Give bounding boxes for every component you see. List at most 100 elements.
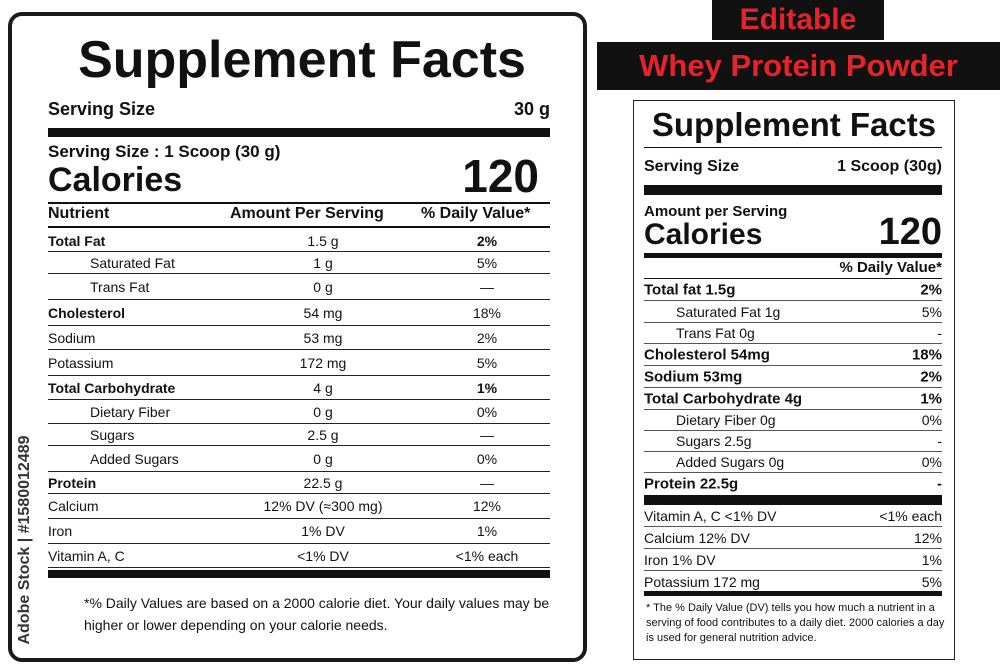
nutrient-daily-value: 18%: [911, 346, 942, 363]
vitamin-daily-value: 5%: [921, 573, 942, 590]
label-title: Supplement Facts: [78, 31, 526, 89]
table-row: Calcium 12% DV (≈300 mg) 12%: [48, 494, 550, 519]
table-row: Sugars 2.5 g —: [48, 424, 550, 446]
table-row: Added Sugars 0 g 0%: [48, 446, 550, 472]
banner-product-name: Whey Protein Powder: [597, 42, 1000, 90]
calories-value: 120: [878, 211, 942, 253]
list-item: Sugars 2.5g -: [644, 431, 942, 452]
table-row: Dietary Fiber 0 g 0%: [48, 400, 550, 424]
table-row: Total Carbohydrate 4 g 1%: [48, 376, 550, 400]
vitamin-daily-value: <1% each: [879, 507, 942, 524]
daily-value-header: % Daily Value*: [839, 259, 942, 276]
list-item: Dietary Fiber 0g 0%: [644, 410, 942, 431]
nutrient-name: Saturated Fat 1g: [676, 303, 781, 320]
header-nutrient: Nutrient: [48, 205, 110, 222]
nutrient-list: Total fat 1.5g 2% Saturated Fat 1g 5% Trans …: [644, 279, 942, 495]
banner-editable: Editable: [712, 0, 884, 40]
nutrient-amount: 12% DV (≈300 mg): [263, 498, 383, 514]
nutrient-daily-value: 5%: [921, 303, 942, 320]
list-item: Total fat 1.5g 2%: [644, 279, 942, 301]
table-row: Total Fat 1.5 g 2%: [48, 230, 550, 252]
nutrient-amount: 2.5 g: [307, 426, 339, 443]
nutrient-daily-value: 0%: [921, 454, 942, 470]
nutrient-daily-value: 1%: [476, 523, 498, 539]
calories-label: Calories: [644, 218, 763, 251]
nutrient-daily-value: 2%: [476, 329, 498, 346]
serving-size-value: 1 Scoop (30g): [837, 158, 942, 175]
nutrient-daily-value: 12%: [472, 498, 502, 514]
thick-divider: [644, 495, 942, 505]
nutrient-name: Sodium: [48, 329, 96, 346]
nutrient-daily-value: —: [480, 278, 494, 295]
nutrient-name: Cholesterol 54mg: [644, 346, 770, 363]
nutrient-table-header: Nutrient Amount Per Serving % Daily Valu…: [48, 202, 550, 228]
nutrient-daily-value: 5%: [476, 354, 498, 371]
nutrient-name: Total Carbohydrate: [48, 379, 176, 396]
nutrient-amount: 0 g: [313, 450, 333, 467]
nutrient-daily-value: 1%: [476, 379, 498, 396]
list-item: Cholesterol 54mg 18%: [644, 344, 942, 366]
nutrient-name: Protein 22.5g: [644, 475, 739, 493]
vitamin-list: Vitamin A, C <1% DV <1% each Calcium 12% D…: [644, 505, 942, 593]
nutrient-daily-value: 0%: [921, 412, 942, 428]
nutrient-name: Dietary Fiber 0g: [676, 412, 776, 428]
footnote: *% Daily Values are based on a 2000 calo…: [84, 595, 550, 633]
header-dv: % Daily Value*: [421, 205, 531, 222]
vitamin-name: Iron 1% DV: [644, 551, 716, 568]
table-row: Iron 1% DV 1%: [48, 519, 550, 544]
nutrient-name: Vitamin A, C: [48, 547, 125, 564]
nutrient-name: Sugars 2.5g: [676, 433, 752, 449]
nutrient-name: Sodium 53mg: [644, 368, 743, 385]
nutrient-table: Total Fat 1.5 g 2% Saturated Fat 1 g 5% Trans …: [48, 230, 550, 568]
nutrient-daily-value: 0%: [476, 403, 498, 420]
nutrient-name: Saturated Fat: [90, 254, 175, 271]
nutrient-amount: 53 mg: [303, 329, 343, 346]
divider: [644, 147, 942, 148]
vitamin-name: Potassium 172 mg: [644, 573, 760, 590]
divider: [644, 278, 942, 279]
thick-divider: [644, 185, 942, 195]
serving-size-label: Serving Size: [48, 98, 156, 119]
calories-label: Calories: [48, 161, 183, 199]
thick-divider: [48, 128, 550, 137]
list-item: Potassium 172 mg 5%: [644, 571, 942, 593]
nutrient-daily-value: 5%: [476, 254, 498, 271]
nutrient-name: Cholesterol: [48, 304, 126, 321]
table-row: Cholesterol 54 mg 18%: [48, 300, 550, 326]
table-row: Sodium 53 mg 2%: [48, 326, 550, 350]
nutrient-amount: 172 mg: [299, 354, 347, 371]
nutrient-amount: 0 g: [313, 403, 333, 420]
supplement-facts-label-large: Supplement Facts Serving Size 30 g Servi…: [8, 12, 587, 662]
vitamin-name: Calcium 12% DV: [644, 529, 750, 546]
list-item: Calcium 12% DV 12%: [644, 527, 942, 549]
watermark-text: Adobe Stock | #1580012489: [16, 435, 33, 645]
header-amount: Amount Per Serving: [230, 205, 384, 222]
serving-size-scoop: Serving Size : 1 Scoop (30 g): [48, 142, 281, 161]
nutrient-amount: 1 g: [313, 254, 333, 271]
nutrient-daily-value: -: [937, 433, 942, 449]
thick-divider: [644, 591, 942, 596]
thick-divider: [644, 253, 942, 258]
calories-value: 120: [462, 150, 539, 202]
list-item: Trans Fat 0g -: [644, 323, 942, 344]
nutrient-name: Trans Fat: [90, 278, 150, 295]
list-item: Saturated Fat 1g 5%: [644, 301, 942, 323]
serving-size-row: Serving Size 1 Scoop (30g): [644, 155, 942, 179]
nutrient-daily-value: 2%: [476, 232, 498, 249]
vitamin-name: Vitamin A, C <1% DV: [644, 507, 777, 524]
nutrient-name: Total Carbohydrate 4g: [644, 390, 803, 407]
nutrient-name: Potassium: [48, 354, 114, 371]
list-item: Sodium 53mg 2%: [644, 366, 942, 388]
nutrient-name: Protein: [48, 474, 97, 491]
nutrient-daily-value: 0%: [476, 450, 498, 467]
nutrient-amount: 4 g: [313, 379, 333, 396]
footnote: * The % Daily Value (DV) tells you how m…: [646, 602, 945, 644]
nutrient-name: Total fat 1.5g: [644, 281, 736, 298]
supplement-facts-label-small: Supplement Facts Serving Size 1 Scoop (3…: [633, 100, 955, 660]
list-item: Vitamin A, C <1% DV <1% each: [644, 505, 942, 527]
nutrient-amount: 54 mg: [303, 304, 343, 321]
nutrient-daily-value: 2%: [920, 281, 942, 298]
nutrient-name: Dietary Fiber: [90, 403, 171, 420]
nutrient-amount: 1% DV: [301, 523, 345, 539]
nutrient-daily-value: -: [937, 325, 942, 341]
